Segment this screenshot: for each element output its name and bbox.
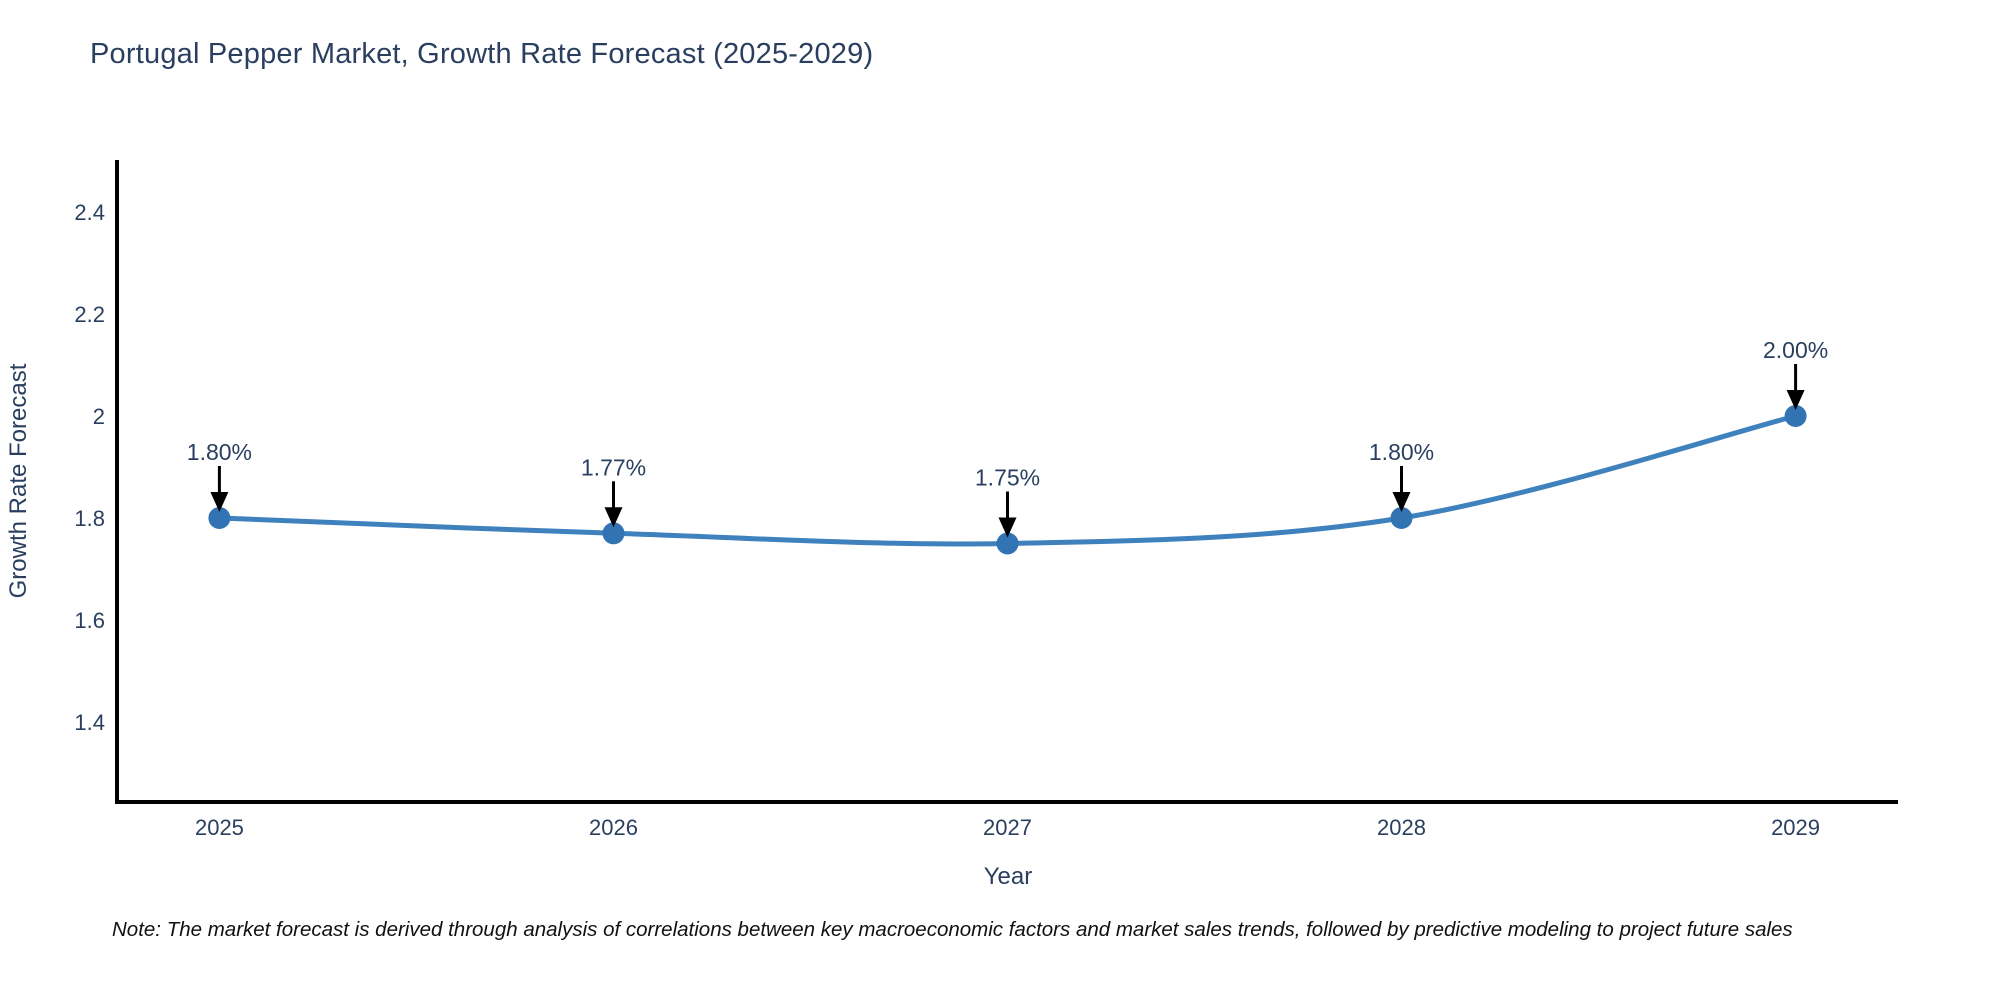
annotation-label: 1.77% <box>581 454 646 480</box>
y-tick-label: 1.4 <box>74 710 105 735</box>
data-point <box>208 507 231 529</box>
data-point <box>602 522 625 545</box>
annotation-label: 1.75% <box>975 465 1040 491</box>
data-point <box>1784 405 1807 427</box>
data-point <box>996 532 1019 555</box>
y-tick-label: 1.8 <box>74 506 105 531</box>
annotation-arrowhead <box>604 507 623 528</box>
x-tick-label: 2027 <box>983 815 1032 840</box>
annotation-arrowhead <box>1392 492 1411 512</box>
annotation-arrowhead <box>1786 390 1805 410</box>
y-axis-title: Growth Rate Forecast <box>5 363 32 598</box>
y-tick-label: 2.2 <box>74 302 105 327</box>
x-tick-label: 2025 <box>195 815 244 840</box>
x-tick-label: 2029 <box>1771 815 1820 840</box>
y-tick-label: 1.6 <box>74 608 105 633</box>
annotation-arrowhead <box>998 517 1017 538</box>
x-tick-label: 2028 <box>1377 815 1426 840</box>
annotation-arrowhead <box>210 492 229 512</box>
chart-title: Portugal Pepper Market, Growth Rate Fore… <box>90 38 874 70</box>
y-tick-label: 2.4 <box>74 200 105 225</box>
y-tick-label: 2 <box>93 404 105 429</box>
annotation-label: 1.80% <box>1369 439 1434 465</box>
annotation-label: 1.80% <box>187 439 252 465</box>
footnote-text: Note: The market forecast is derived thr… <box>112 918 1793 941</box>
x-tick-label: 2026 <box>589 815 638 840</box>
x-axis-title: Year <box>984 863 1033 890</box>
data-point <box>1390 507 1413 529</box>
annotation-label: 2.00% <box>1763 337 1828 363</box>
